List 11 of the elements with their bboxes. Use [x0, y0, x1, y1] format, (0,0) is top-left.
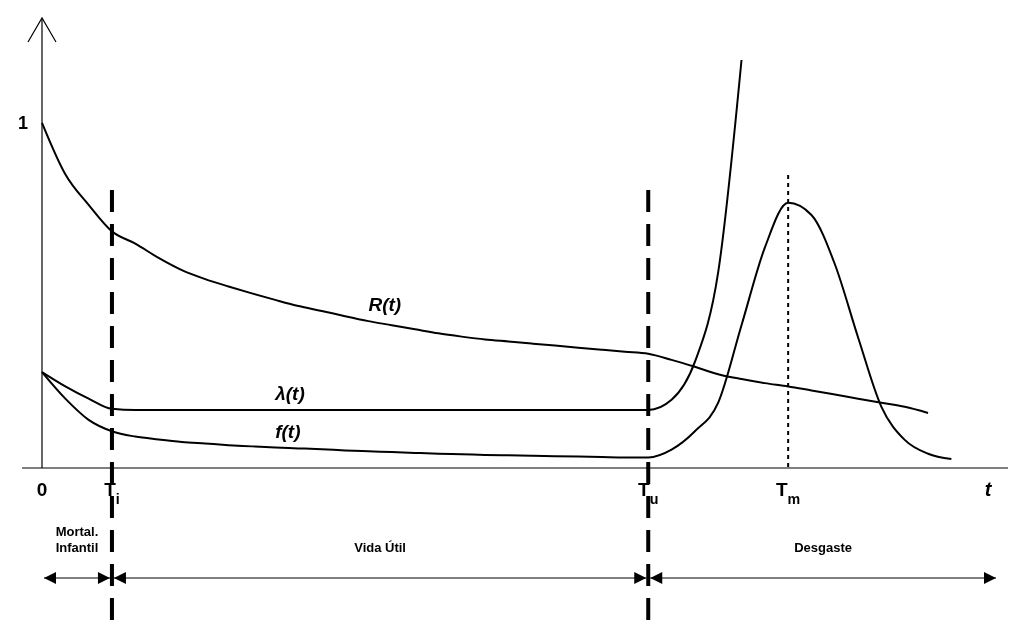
x-tick-label: T$_{u}$ [638, 479, 659, 507]
x-tick-label: T$_{m}$ [776, 479, 801, 507]
x-axis-title: t [984, 478, 993, 500]
series-label: λ(t) [274, 383, 305, 405]
text: Mortal. Infantil [55, 524, 99, 555]
x-tick-label: 0 [36, 479, 48, 500]
series-label: R(t) [368, 294, 402, 316]
annotation: 1 [17, 112, 28, 133]
series-label: f(t) [275, 420, 301, 442]
text: Desgaste [794, 540, 853, 555]
text: Vida Útil [354, 540, 406, 555]
